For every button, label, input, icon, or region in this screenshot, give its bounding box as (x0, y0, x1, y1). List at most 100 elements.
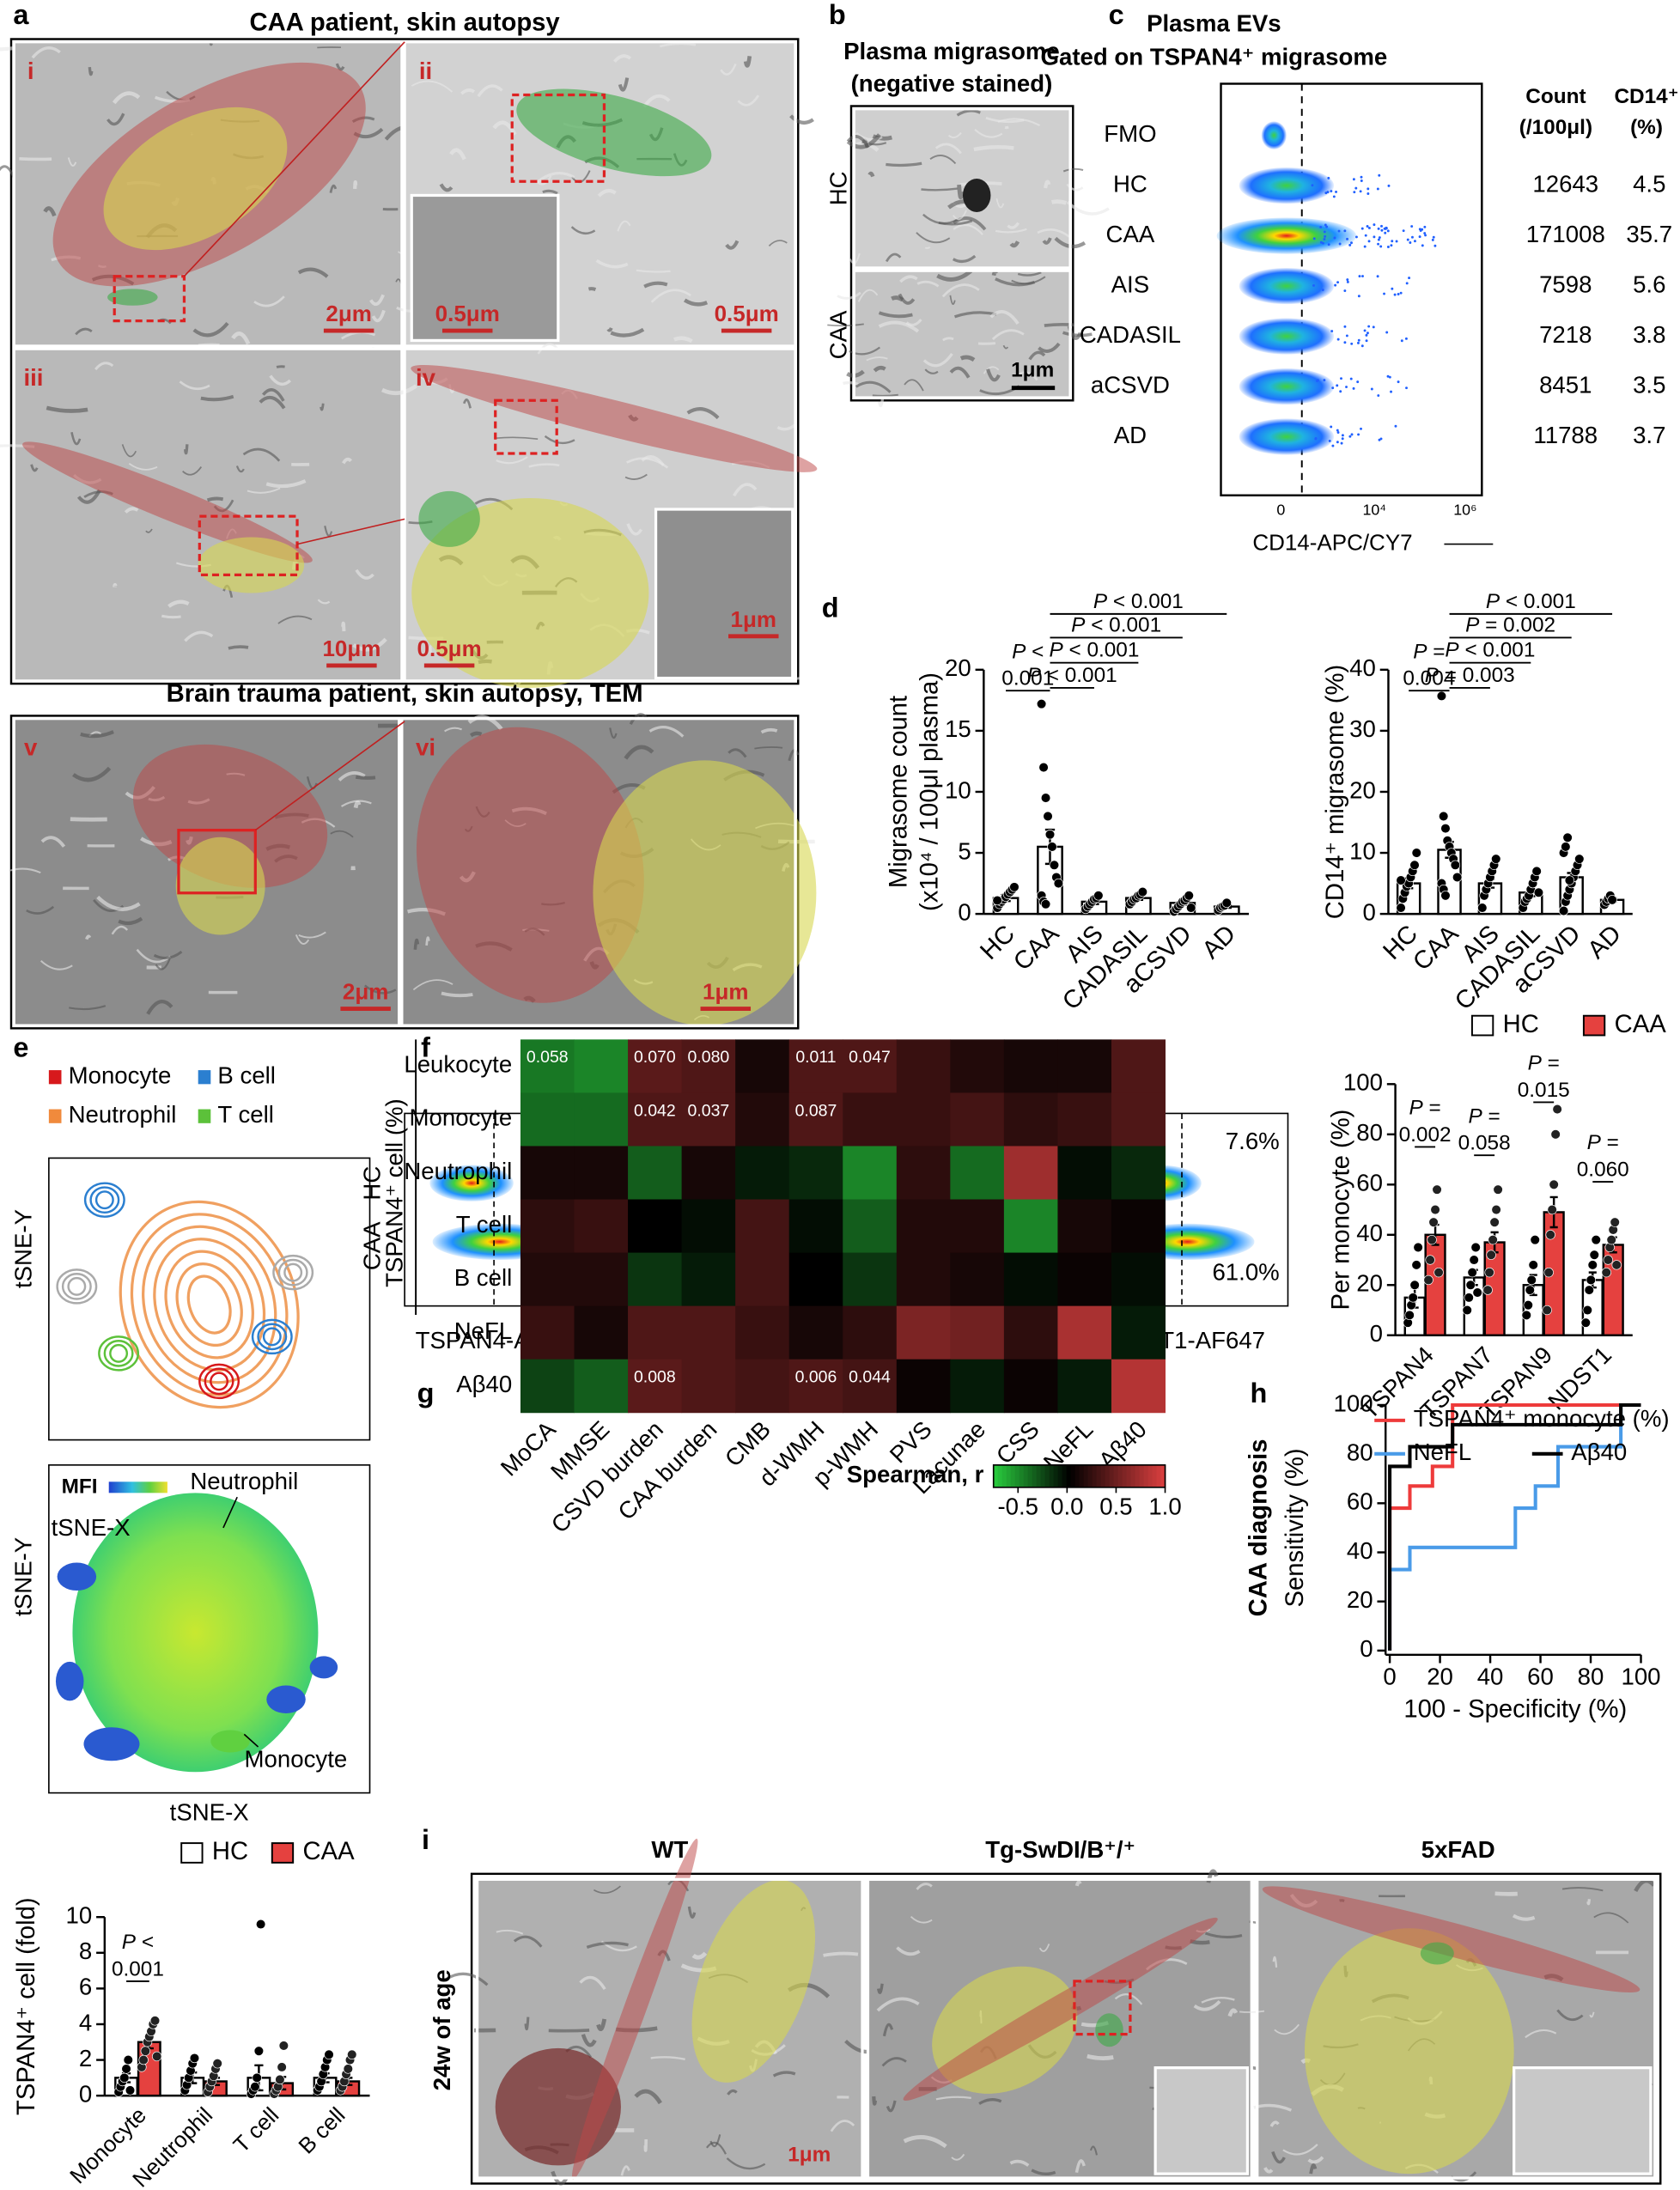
heatmap-cell (843, 1359, 898, 1414)
flow-dot (1324, 192, 1328, 195)
micrograph (0, 40, 435, 355)
flow-dot (1377, 394, 1380, 397)
texture (462, 398, 472, 409)
texture (1042, 237, 1052, 245)
texture (26, 905, 55, 915)
flow-dot (1377, 242, 1380, 246)
texture (496, 456, 528, 465)
flow-frame (1220, 82, 1483, 496)
data-point (347, 2049, 357, 2060)
heatmap-cell (843, 1252, 898, 1307)
texture (942, 337, 954, 342)
data-point (1549, 1179, 1559, 1189)
legend-swatch (48, 1109, 62, 1123)
texture (460, 88, 476, 95)
pointer-line (296, 518, 405, 545)
contour (119, 1200, 300, 1409)
colorbar-step (1122, 1464, 1128, 1487)
contour (103, 1340, 134, 1367)
flow-dot (1367, 192, 1370, 195)
data-point (343, 2064, 353, 2074)
flow-dot (1336, 441, 1339, 444)
y-tick-label: 20 (945, 654, 971, 681)
texture (1561, 1887, 1604, 1892)
overlay (107, 289, 158, 306)
flow-dot (1388, 375, 1391, 379)
heatmap-cell (735, 1039, 790, 1093)
flow-dot (1400, 339, 1403, 343)
subpanel-label: iii (23, 364, 43, 391)
texture (161, 614, 181, 619)
micrograph (0, 347, 404, 683)
overlay (175, 836, 265, 935)
flow-dot (1323, 230, 1326, 234)
legend-swatch (1582, 1014, 1606, 1037)
flow-dot (1345, 334, 1348, 338)
texture (1017, 271, 1042, 277)
texture (72, 766, 112, 782)
texture (146, 1000, 173, 1015)
panel-title: Gated on TSPAN4⁺ migrasome (1041, 44, 1388, 70)
data-point (1404, 1310, 1415, 1321)
heatmap-cell (1057, 1359, 1112, 1414)
flow-dot (1386, 246, 1390, 248)
texture (335, 63, 345, 71)
flow-dot (1363, 329, 1367, 332)
flow-dot (1378, 438, 1381, 441)
texture (85, 934, 92, 940)
cd14-percent: 3.8 (1633, 321, 1665, 348)
data-point (1564, 875, 1575, 885)
x-tick-label: AD (1583, 920, 1627, 964)
colorbar-step (1040, 1464, 1046, 1487)
contour (61, 1273, 92, 1300)
y-tick-label: 80 (1356, 1119, 1383, 1146)
p-value: P < (122, 1931, 154, 1955)
texture (1028, 350, 1046, 361)
micrograph-border (12, 347, 404, 683)
legend-label: Monocyte (69, 1062, 172, 1089)
colorbar-step (1135, 1464, 1141, 1487)
data-point (1137, 886, 1148, 897)
y-tick-label: 15 (945, 715, 971, 742)
overlay (416, 727, 644, 1003)
texture (513, 1935, 543, 1948)
texture (265, 479, 307, 489)
texture (548, 2029, 590, 2033)
data-point (1606, 1234, 1616, 1245)
texture (941, 283, 980, 298)
data-point (324, 2049, 334, 2060)
flow-dot (1376, 275, 1379, 278)
cd14-percent: 5.6 (1633, 271, 1665, 297)
column-title: 5xFAD (1421, 1836, 1495, 1863)
texture (974, 128, 1003, 138)
contour (67, 1276, 87, 1296)
panel-frame (9, 38, 800, 685)
texture (687, 1906, 697, 1919)
flow-dot (1380, 228, 1384, 232)
texture (228, 645, 249, 650)
heatmap-cell (574, 1305, 629, 1360)
flow-dot (1391, 240, 1394, 243)
data-point (1486, 1250, 1496, 1260)
heatmap-cell (1003, 1252, 1058, 1307)
panel-frame (470, 1872, 1662, 2185)
flow-dot (1356, 341, 1360, 344)
data-point (992, 895, 1002, 906)
texture (878, 320, 920, 333)
heatmap-cell (843, 1039, 898, 1093)
y-tick-label: 40 (1356, 1220, 1383, 1246)
texture (1089, 2145, 1099, 2156)
cell-label: 0.058 (527, 1048, 569, 1067)
texture (200, 394, 234, 402)
texture (80, 730, 114, 739)
texture (882, 2023, 894, 2037)
heatmap-cell (1003, 1359, 1058, 1414)
count: 7218 (1539, 321, 1592, 348)
texture (1282, 2144, 1318, 2156)
flow-dot (1366, 225, 1369, 228)
p-value: P < 0.001 (1049, 639, 1139, 662)
flow-dot (1350, 241, 1353, 245)
data-point (1430, 1204, 1440, 1215)
y-tick-label: 10 (945, 776, 971, 803)
texture (75, 327, 93, 336)
